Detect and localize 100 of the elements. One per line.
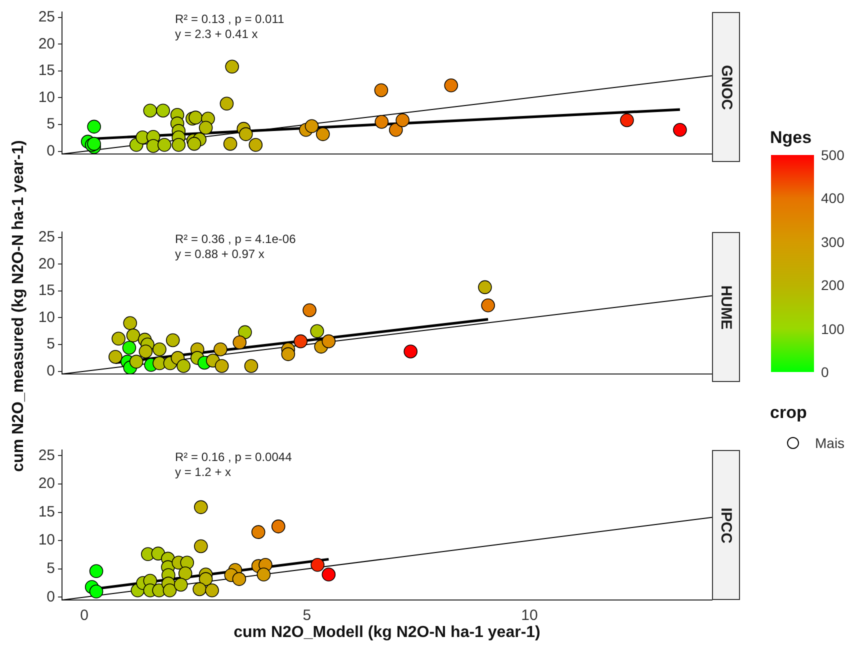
point [481,298,495,312]
point [232,572,246,586]
text: IPCC [718,507,734,543]
point [294,334,308,348]
text: HUME [718,284,735,330]
point [176,359,190,373]
color-bar-label: 400 [821,190,844,206]
annotation: R² = 0.13 , p = 0.011 [175,12,284,26]
point [151,546,166,560]
point [158,138,172,152]
point [238,325,252,340]
point [673,122,687,137]
point [478,280,492,294]
point [302,303,316,318]
point [444,78,458,92]
annotation: R² = 0.36 , p = 4.1e-06 [175,232,296,246]
point [271,520,286,534]
point [310,558,324,572]
y-tick-label: 25 [38,8,55,26]
point [146,139,160,153]
point [251,525,266,539]
point [322,334,336,348]
point [87,136,101,151]
annotation: y = 0.88 + 0.97 x [175,247,264,261]
point [138,344,153,358]
point [205,583,219,598]
y-tick-label: 25 [38,228,55,246]
y-tick-label: 25 [38,446,55,464]
color-bar-label: 100 [821,320,844,337]
point [126,328,140,342]
point [232,335,247,350]
point [194,539,208,554]
annotation: R² = 0.16 , p = 0.0044 [175,450,292,464]
point [310,324,324,338]
point [108,350,122,364]
point [87,120,101,134]
point [374,83,388,98]
point [143,104,158,118]
point [198,120,213,135]
point [122,340,136,355]
annotation: y = 1.2 + x [175,465,232,479]
point [89,584,104,598]
point [316,127,330,142]
point [244,359,258,373]
point [404,344,418,358]
y-tick-label: 0 [46,362,55,380]
y-tick-label: 15 [38,503,55,520]
point [304,119,319,134]
point [156,104,170,118]
point [225,60,239,74]
point [192,582,206,596]
legend-label: Mais [815,435,845,451]
y-tick-label: 20 [38,35,55,52]
point [129,354,144,369]
point [374,114,389,129]
color-bar-label: 300 [821,234,844,250]
point [152,342,166,356]
y-axis-title: cum N2O_measured (kg N2O-N ha-1 year-1) [10,140,28,472]
point [194,500,208,514]
x-tick-label: 5 [302,607,312,624]
point [187,136,202,151]
y-tick-label: 10 [38,532,55,549]
legend-title: crop [770,403,808,423]
point [248,138,263,152]
point [620,113,634,128]
y-tick-label: 5 [46,560,55,578]
point [178,566,192,580]
color-bar-label: 200 [821,277,844,294]
point [214,342,228,356]
y-tick-label: 15 [38,62,55,80]
color-bar-title: Nges [770,128,812,148]
point [220,96,234,111]
point [238,127,253,142]
annotation: y = 2.3 + 0.41 x [175,27,258,41]
point [112,332,126,346]
y-tick-label: 0 [46,142,55,160]
point [322,568,336,582]
y-tick-label: 5 [46,116,55,133]
point [172,138,186,152]
y-tick-label: 10 [38,308,55,326]
point [256,568,271,582]
x-axis-title: cum N2O_Modell (kg N2O-N ha-1 year-1) [232,624,542,642]
point [89,564,104,578]
point [281,347,296,362]
color-bar-label: 500 [821,147,844,163]
y-tick-label: 10 [38,88,55,106]
point [198,572,213,586]
y-tick-label: 15 [38,282,55,300]
point [223,136,238,151]
y-tick-label: 20 [38,255,55,272]
text: GNOC [718,64,734,110]
point [188,110,202,124]
y-tick-label: 5 [46,336,55,353]
point [214,359,229,373]
x-tick-label: 0 [80,607,88,624]
y-tick-label: 20 [38,475,55,492]
color-bar-label: 0 [821,364,829,380]
x-tick-label: 10 [521,607,538,624]
point [174,578,188,592]
point [123,316,138,330]
